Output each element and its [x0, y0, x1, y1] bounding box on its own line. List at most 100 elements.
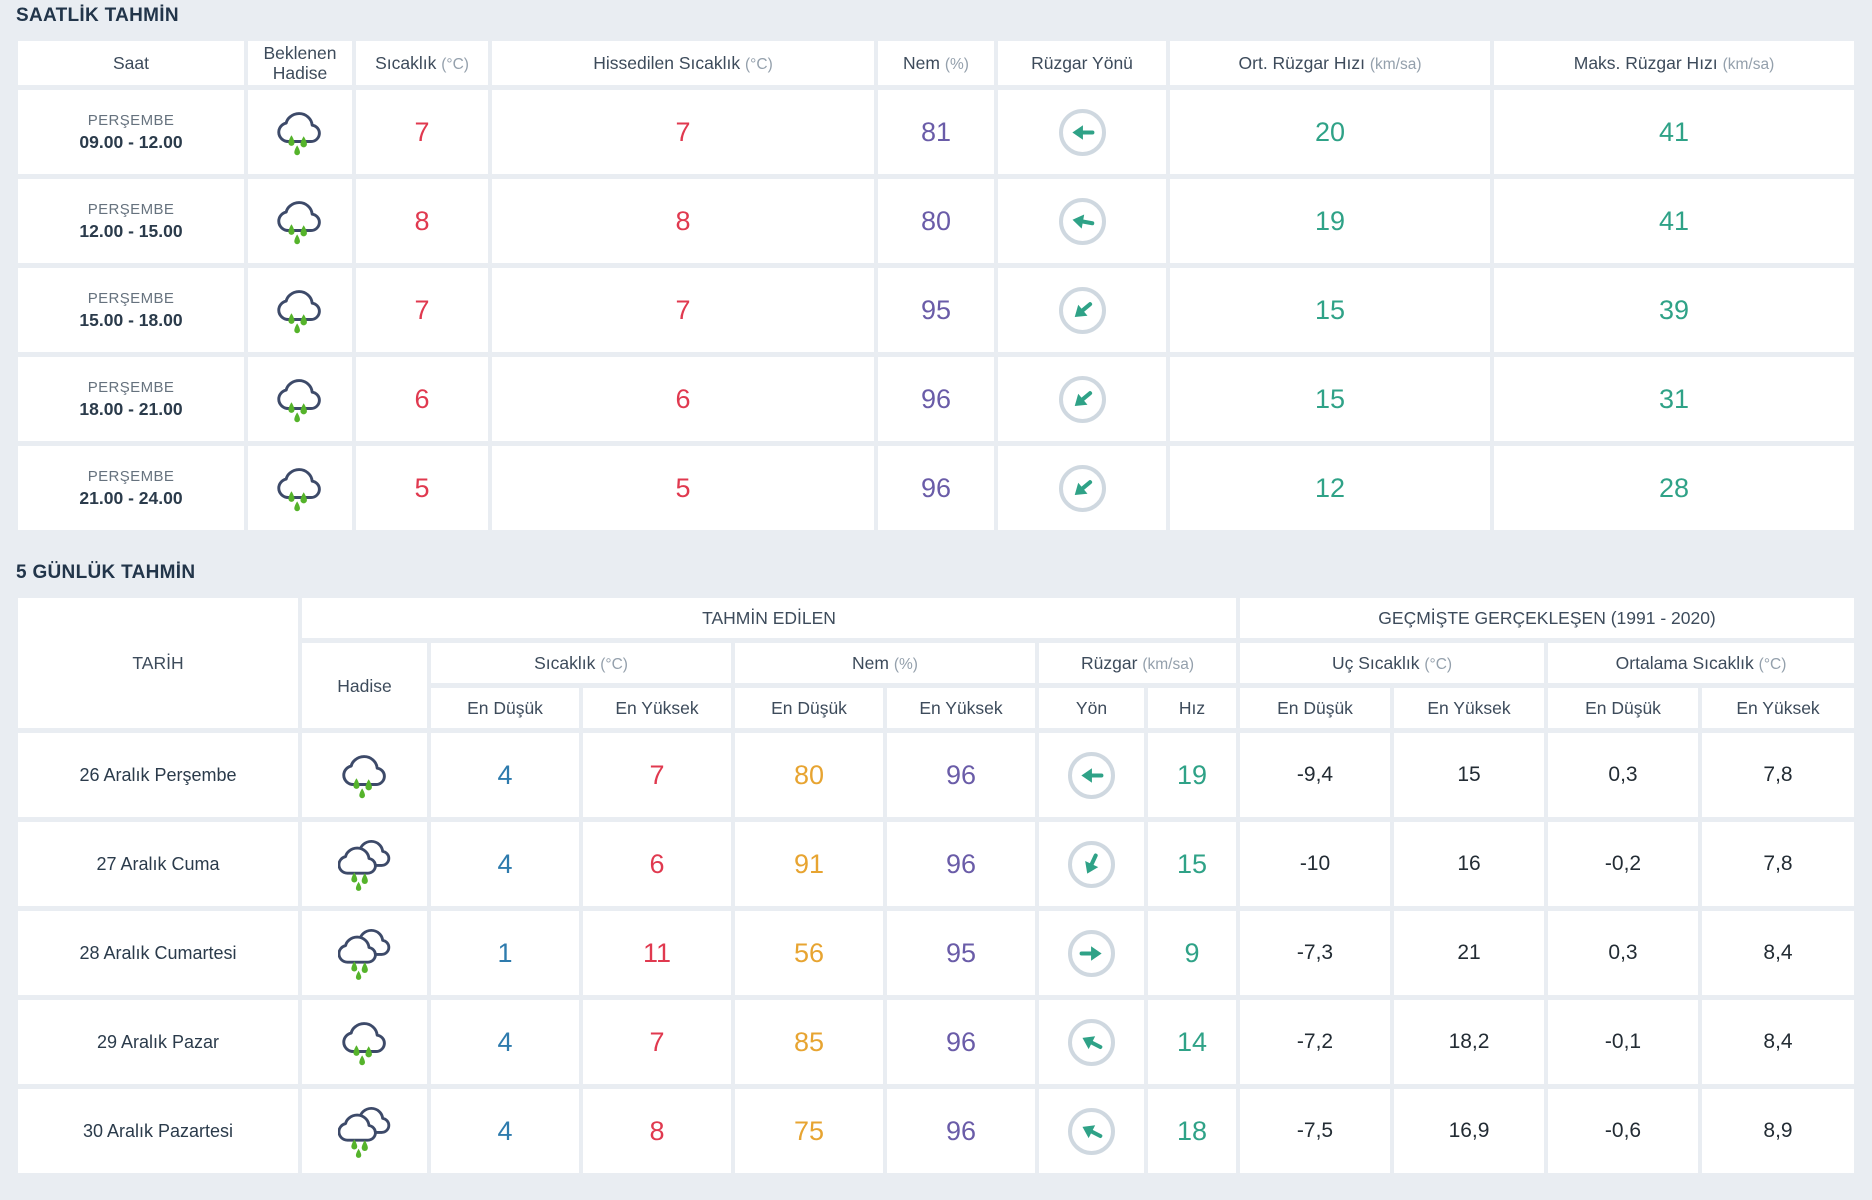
hourly-row: PERŞEMBE 09.00 - 12.00 7 7 81 20 41 — [18, 90, 1854, 175]
max-wind-speed-cell: 41 — [1494, 90, 1854, 175]
wind-direction-indicator — [1058, 286, 1106, 334]
date-cell: 27 Aralık Cuma — [18, 822, 298, 907]
humidity-max-cell: 96 — [887, 733, 1035, 818]
col-group-wind: Rüzgar (km/sa) — [1039, 643, 1236, 684]
weather-forecast-page: SAATLİK TAHMİN Saat Beklenen Hadise Sıca… — [14, 0, 1858, 1178]
date-cell: 29 Aralık Pazar — [18, 1000, 298, 1085]
wind-direction-arrow-icon — [1072, 214, 1094, 229]
wind-speed-cell: 9 — [1148, 911, 1236, 996]
col-header-wind-speed: Hız — [1148, 688, 1236, 729]
temperature-cell: 5 — [356, 446, 488, 531]
humidity-cell: 96 — [878, 446, 994, 531]
temp-max-cell: 7 — [583, 1000, 731, 1085]
daily-row: 28 Aralık Cumartesi 1 11 56 95 9 -7,3 21 0,3 8,4 — [18, 911, 1855, 996]
feels-like-cell: 6 — [492, 357, 874, 442]
col-header-average-max: En Yüksek — [1702, 688, 1855, 729]
col-group-forecast: TAHMİN EDİLEN — [302, 598, 1236, 639]
expected-event-cell — [248, 268, 352, 353]
clouds-rain-icon — [338, 925, 392, 981]
col-header-expected-event: Beklenen Hadise — [248, 41, 352, 86]
event-cell — [302, 911, 427, 996]
hourly-header-row: Saat Beklenen Hadise Sıcaklık (°C) Hisse… — [18, 41, 1854, 86]
col-header-humidity-min: En Düşük — [735, 688, 883, 729]
temp-max-cell: 11 — [583, 911, 731, 996]
col-header-max-wind-speed: Maks. Rüzgar Hızı (km/sa) — [1494, 41, 1854, 86]
col-header-temperature: Sıcaklık (°C) — [356, 41, 488, 86]
wind-direction-arrow-icon — [1085, 853, 1099, 874]
humidity-min-cell: 85 — [735, 1000, 883, 1085]
humidity-min-cell: 91 — [735, 822, 883, 907]
daily-section-title: 5 GÜNLÜK TAHMİN — [16, 562, 196, 584]
temperature-cell: 7 — [356, 268, 488, 353]
col-header-wind-direction: Rüzgar Yönü — [998, 41, 1166, 86]
daily-header-mid-row: Hadise Sıcaklık (°C) Nem (%) Rüzgar (km/… — [18, 643, 1855, 729]
wind-direction-cell — [998, 446, 1166, 531]
wind-direction-cell — [1039, 733, 1144, 818]
temp-min-cell: 4 — [431, 733, 579, 818]
wind-direction-cell — [1039, 822, 1144, 907]
humidity-max-cell: 96 — [887, 1089, 1035, 1174]
humidity-cell: 95 — [878, 268, 994, 353]
extreme-min-cell: -7,5 — [1240, 1089, 1390, 1174]
daily-forecast-table: TARİH TAHMİN EDİLEN GEÇMİŞTE GERÇEKLEŞEN… — [14, 593, 1858, 1178]
feels-like-cell: 7 — [492, 268, 874, 353]
daily-row: 26 Aralık Perşembe 4 7 80 96 19 -9,4 15 0,3 7,8 — [18, 733, 1855, 818]
col-group-historical: GEÇMİŞTE GERÇEKLEŞEN (1991 - 2020) — [1240, 598, 1855, 639]
max-wind-speed-cell: 39 — [1494, 268, 1854, 353]
extreme-max-cell: 15 — [1394, 733, 1544, 818]
col-group-extreme-temperature: Uç Sıcaklık (°C) — [1240, 643, 1544, 684]
wind-direction-arrow-icon — [1079, 946, 1102, 961]
cloud-rain-icon — [341, 1016, 389, 1069]
col-group-average-temperature: Ortalama Sıcaklık (°C) — [1548, 643, 1855, 684]
avg-wind-speed-cell: 19 — [1170, 179, 1490, 264]
average-max-cell: 8,4 — [1702, 1000, 1855, 1085]
wind-direction-arrow-icon — [1082, 1036, 1103, 1049]
humidity-min-cell: 75 — [735, 1089, 883, 1174]
humidity-cell: 81 — [878, 90, 994, 175]
average-max-cell: 7,8 — [1702, 733, 1855, 818]
col-group-temperature: Sıcaklık (°C) — [431, 643, 731, 684]
date-cell: 30 Aralık Pazartesi — [18, 1089, 298, 1174]
wind-direction-arrow-icon — [1074, 301, 1092, 317]
date-label: 27 Aralık Cuma — [96, 853, 220, 874]
temp-max-cell: 7 — [583, 733, 731, 818]
extreme-max-cell: 16,9 — [1394, 1089, 1544, 1174]
wind-direction-arrow-icon — [1074, 390, 1092, 406]
average-max-cell: 8,9 — [1702, 1089, 1855, 1174]
clouds-rain-icon — [338, 836, 392, 892]
col-header-temp-max: En Yüksek — [583, 688, 731, 729]
average-max-cell: 8,4 — [1702, 911, 1855, 996]
wind-direction-cell — [1039, 1089, 1144, 1174]
event-cell — [302, 733, 427, 818]
temp-max-cell: 6 — [583, 822, 731, 907]
humidity-max-cell: 95 — [887, 911, 1035, 996]
day-label: PERŞEMBE — [87, 289, 175, 307]
cloud-rain-icon — [276, 373, 324, 426]
col-header-wind-dir: Yön — [1039, 688, 1144, 729]
col-header-date: TARİH — [18, 598, 298, 729]
hourly-row: PERŞEMBE 12.00 - 15.00 8 8 80 19 41 — [18, 179, 1854, 264]
temp-min-cell: 4 — [431, 1089, 579, 1174]
extreme-min-cell: -7,3 — [1240, 911, 1390, 996]
cloud-rain-icon — [276, 284, 324, 337]
temperature-cell: 6 — [356, 357, 488, 442]
hourly-row: PERŞEMBE 21.00 - 24.00 5 5 96 12 28 — [18, 446, 1854, 531]
wind-direction-indicator — [1068, 929, 1115, 977]
wind-direction-cell — [998, 179, 1166, 264]
wind-direction-indicator — [1058, 375, 1106, 423]
hourly-row: PERŞEMBE 18.00 - 21.00 6 6 96 15 31 — [18, 357, 1854, 442]
wind-direction-indicator — [1068, 840, 1115, 888]
hourly-forecast-table: Saat Beklenen Hadise Sıcaklık (°C) Hisse… — [14, 36, 1858, 535]
time-cell: PERŞEMBE 15.00 - 18.00 — [18, 268, 244, 353]
wind-direction-indicator — [1058, 108, 1106, 156]
wind-direction-cell — [998, 357, 1166, 442]
time-cell: PERŞEMBE 12.00 - 15.00 — [18, 179, 244, 264]
expected-event-cell — [248, 179, 352, 264]
day-label: PERŞEMBE — [87, 378, 175, 396]
temp-max-cell: 8 — [583, 1089, 731, 1174]
extreme-min-cell: -7,2 — [1240, 1000, 1390, 1085]
day-label: PERŞEMBE — [87, 467, 175, 485]
avg-wind-speed-cell: 15 — [1170, 268, 1490, 353]
humidity-max-cell: 96 — [887, 1000, 1035, 1085]
event-cell — [302, 1089, 427, 1174]
